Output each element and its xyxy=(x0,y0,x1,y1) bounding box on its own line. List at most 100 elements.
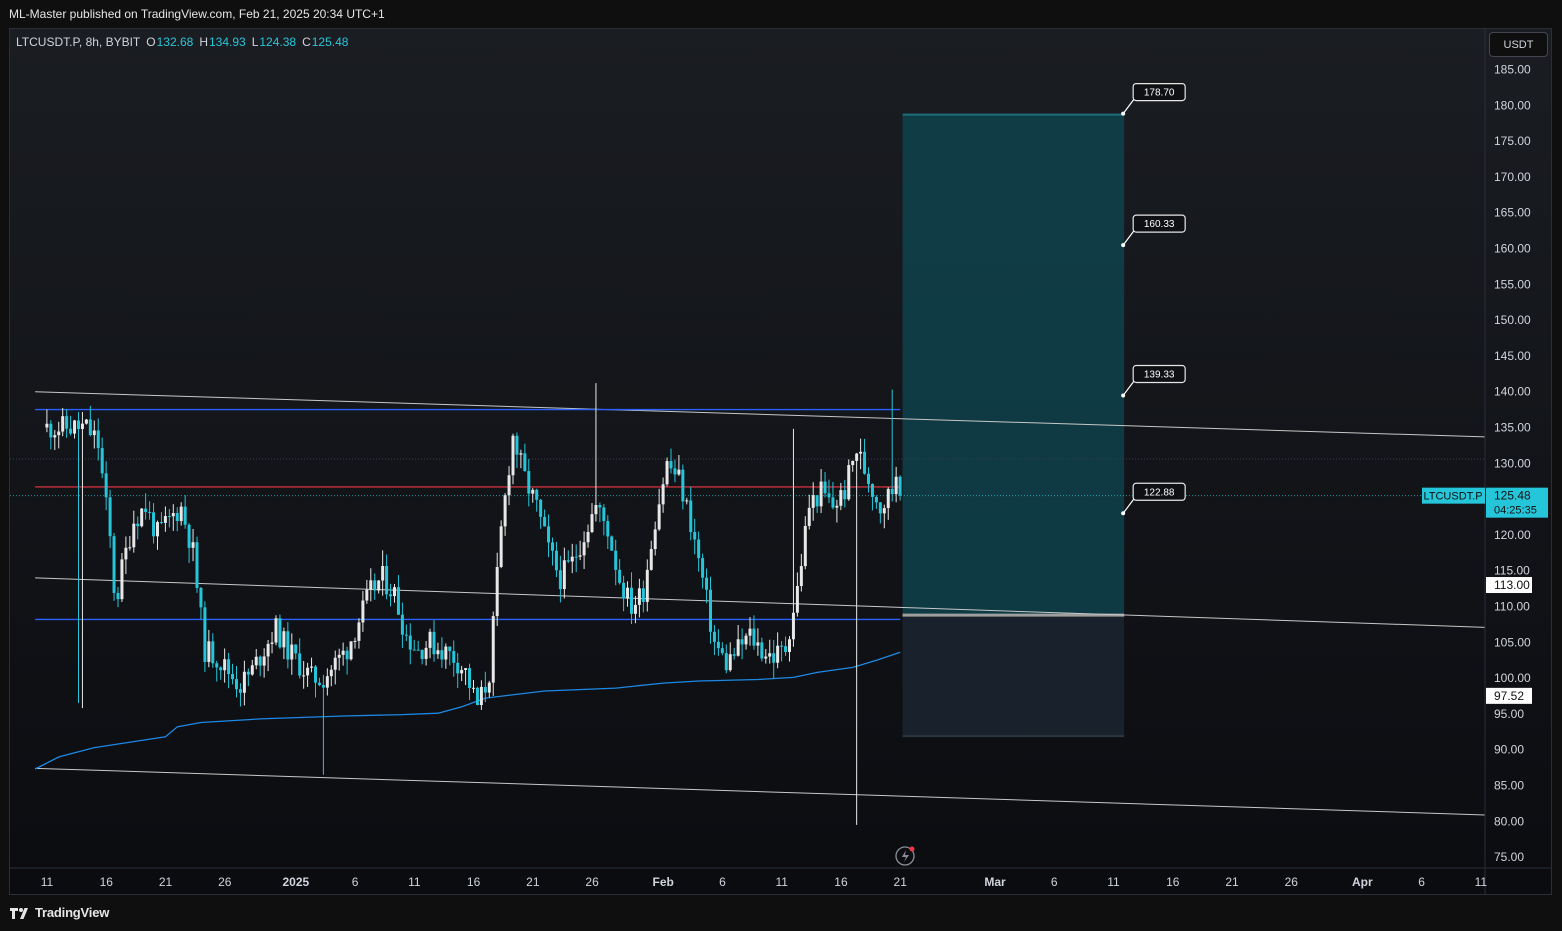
candle-body xyxy=(847,465,851,500)
open-label: O xyxy=(146,35,156,49)
candle-body xyxy=(637,588,641,605)
publisher-line: ML-Master published on TradingView.com, … xyxy=(9,7,385,21)
candle-body xyxy=(412,649,416,651)
candle-body xyxy=(207,641,211,662)
candle-body xyxy=(76,420,80,429)
candle-body xyxy=(705,577,709,590)
candle-body xyxy=(440,650,444,660)
price-tick-label: 175.00 xyxy=(1494,134,1531,148)
stop-price-tag xyxy=(1486,687,1532,704)
candle-body xyxy=(96,430,100,449)
candle-body xyxy=(199,587,203,608)
candle-body xyxy=(365,589,369,601)
stop-zone xyxy=(902,615,1125,737)
currency-unit-button[interactable]: USDT xyxy=(1489,32,1548,57)
candle-body xyxy=(736,639,740,656)
chart-frame[interactable] xyxy=(9,28,1552,895)
candle-body xyxy=(866,473,870,484)
zone-price-tag-text: 113.00 xyxy=(1494,578,1530,592)
candle-body xyxy=(468,668,472,689)
candle-body xyxy=(254,656,258,666)
candle-body xyxy=(345,650,349,660)
candle-body xyxy=(681,469,685,502)
candle-body xyxy=(479,686,483,706)
price-axis: 185.00 180.00 175.00 170.00 165.00 160.00 155.… xyxy=(1494,63,1531,865)
last-price-value: 125.48 xyxy=(1494,489,1531,503)
time-tick-label: 6 xyxy=(1051,875,1058,889)
time-tick-label: 21 xyxy=(1225,875,1239,889)
candle-body xyxy=(231,674,235,680)
candle-body xyxy=(843,490,847,500)
candle-body xyxy=(752,628,756,646)
candle-body xyxy=(108,497,112,537)
candle-body xyxy=(361,600,365,623)
candle-body xyxy=(357,622,361,641)
candle-body xyxy=(780,645,784,647)
candle-body xyxy=(507,475,511,496)
candle-body xyxy=(290,644,294,660)
candle-body xyxy=(104,473,108,498)
candle-body xyxy=(179,506,183,522)
footer-bar xyxy=(0,896,1562,931)
candle-body xyxy=(606,521,610,537)
candle-body xyxy=(116,592,120,600)
candle-body xyxy=(839,490,843,506)
candle-body xyxy=(317,682,321,686)
candle-body xyxy=(234,679,238,690)
price-tick-label: 180.00 xyxy=(1494,98,1531,112)
candle-body xyxy=(69,428,73,434)
candle-body xyxy=(337,654,341,658)
candle-body xyxy=(863,451,867,474)
candle-body xyxy=(321,685,325,688)
tradingview-logo[interactable]: TradingView xyxy=(10,905,109,920)
candle-body xyxy=(629,587,633,614)
candle-body xyxy=(191,542,195,548)
candle-body xyxy=(598,504,602,508)
candle-body xyxy=(764,656,768,659)
candle-body xyxy=(136,523,140,527)
time-axis: 11 16 21 26 2025 6 11 16 21 26 Feb 6 11 16 21 Mar 6 11 16 2… xyxy=(41,875,1488,889)
symbol-label[interactable]: LTCUSDT.P, 8h, BYBIT xyxy=(16,35,141,49)
candle-body xyxy=(697,539,701,559)
candle-body xyxy=(373,580,377,591)
time-tick-label: 26 xyxy=(1285,875,1299,889)
time-tick-label: 16 xyxy=(834,875,848,889)
candle-body xyxy=(712,631,716,642)
candle-body xyxy=(333,657,337,670)
candle-body xyxy=(302,675,306,677)
candle-body xyxy=(566,560,570,562)
target-callout-text: 160.33 xyxy=(1144,219,1175,230)
candle-body xyxy=(744,635,748,645)
candle-body xyxy=(803,525,807,567)
candle-body xyxy=(811,495,815,508)
candle-body xyxy=(286,631,290,660)
price-tick-label: 120.00 xyxy=(1494,528,1531,542)
candle-body xyxy=(471,687,475,689)
candle-body xyxy=(159,522,163,524)
candle-body xyxy=(45,423,49,428)
candle-body xyxy=(760,642,764,659)
candle-body xyxy=(246,671,250,675)
candle-body xyxy=(65,416,69,429)
time-tick-label: 21 xyxy=(894,875,908,889)
candle-body xyxy=(827,493,831,498)
candle-body xyxy=(720,648,724,654)
candle-body xyxy=(495,567,499,617)
candle-body xyxy=(523,453,527,472)
target-callout-text: 122.88 xyxy=(1144,487,1175,498)
candle-body xyxy=(389,594,393,597)
quick-alert-icon[interactable] xyxy=(895,846,915,866)
candle-body xyxy=(878,502,882,514)
candle-body xyxy=(527,471,531,494)
candle-body xyxy=(353,640,357,642)
candle-body xyxy=(266,643,270,657)
symbol-legend: LTCUSDT.P, 8h, BYBIT O 132.68 H 134.93 L 12… xyxy=(16,35,348,49)
candle-body xyxy=(452,651,456,663)
candle-body xyxy=(183,506,187,525)
price-tick-label: 130.00 xyxy=(1494,456,1531,470)
candle-body xyxy=(657,504,661,530)
target-callout-box xyxy=(1132,482,1186,501)
candle-body xyxy=(195,542,199,588)
candle-body xyxy=(475,687,479,706)
